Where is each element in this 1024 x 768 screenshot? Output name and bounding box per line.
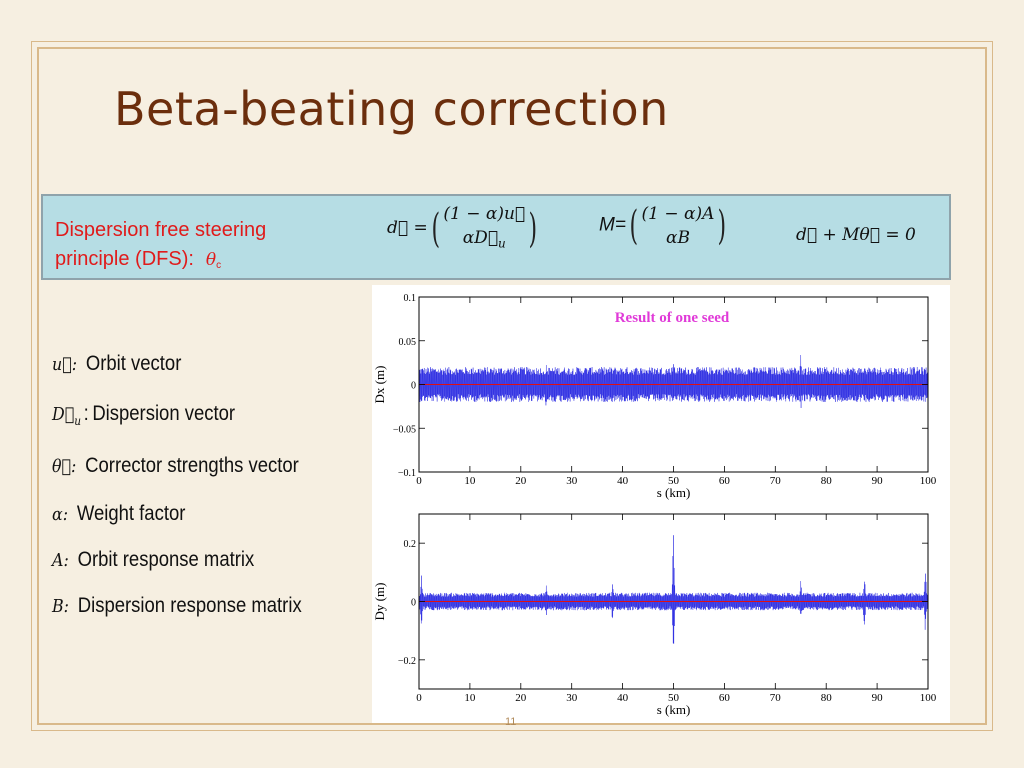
eq-M-lhs: M= <box>599 214 626 236</box>
equation-M: M=((1 − α)A αB) <box>599 202 730 250</box>
dispersion-plots: 0 10 20 30 40 50 60 70 80 90 1000.10.050−0.05−0.1s… <box>372 293 937 717</box>
legend-item-orbit: u⃗: Orbit vector <box>52 352 181 376</box>
eq-d-rparen: ) <box>528 205 538 252</box>
legend-symbol: D⃗ <box>52 404 75 425</box>
slide-frame-outer <box>31 41 993 731</box>
x-tick-label: 90 <box>872 692 884 704</box>
eq-d-bottom-wrap: αD⃗u <box>443 226 525 255</box>
legend-text: Corrector strengths vector <box>85 454 299 477</box>
series-line-0 <box>418 354 929 408</box>
legend-subscript: u <box>74 414 82 429</box>
x-tick-label: 50 <box>668 475 680 487</box>
x-tick-label: 70 <box>770 475 782 487</box>
legend-item-orbit-matrix: A: Orbit response matrix <box>52 548 254 572</box>
legend-item-weight: α: Weight factor <box>52 502 185 526</box>
y-axis-label: Dx (m) <box>372 366 387 404</box>
theta-subscript: c <box>216 260 222 271</box>
x-tick-label: 20 <box>515 475 527 487</box>
eq-M-rparen: ) <box>717 203 727 249</box>
eq-M-top: (1 − α)A <box>641 204 715 224</box>
legend-text: Orbit vector <box>85 352 182 375</box>
x-axis-label: s (km) <box>657 485 691 500</box>
y-tick-label: 0.1 <box>404 293 417 304</box>
legend-symbol: A: <box>52 550 69 571</box>
legend-text: Dispersion response matrix <box>77 594 302 617</box>
y-tick-label: 0 <box>411 598 416 609</box>
x-tick-label: 80 <box>821 692 833 704</box>
eq-M-bottom: αB <box>666 228 690 248</box>
x-tick-label: 0 <box>416 692 422 704</box>
series-line-1 <box>418 535 929 644</box>
legend-text: Weight factor <box>76 502 186 525</box>
x-tick-label: 50 <box>668 692 680 704</box>
dfs-line1: Dispersion free steering <box>55 219 267 241</box>
x-tick-label: 10 <box>464 475 476 487</box>
equation-d: d⃗ =((1 − α)u⃗ αD⃗u) <box>387 202 541 255</box>
theta-symbol: θ <box>205 250 217 270</box>
legend-text: Orbit response matrix <box>77 548 255 571</box>
slide-title: Beta-beating correction <box>114 82 669 136</box>
eq-M-lparen: ( <box>629 203 639 249</box>
legend-item-corrector: θ⃗: Corrector strengths vector <box>52 454 299 478</box>
legend-symbol: u⃗: <box>52 354 78 375</box>
x-tick-label: 30 <box>566 692 578 704</box>
x-tick-label: 20 <box>515 692 527 704</box>
eq-d-top: (1 − α)u⃗ <box>443 204 526 224</box>
x-tick-label: 100 <box>920 475 937 487</box>
eq-d-lhs: d⃗ = <box>387 218 428 239</box>
equation-condition: d⃗ + Mθ⃗ = 0 <box>796 225 916 245</box>
x-tick-label: 60 <box>719 475 731 487</box>
eq-d-lparen: ( <box>431 205 440 252</box>
legend-symbol: α: <box>52 504 69 525</box>
y-tick-label: −0.2 <box>398 656 416 667</box>
eq-d-bottom: αD⃗ <box>462 228 499 248</box>
x-tick-label: 70 <box>770 692 782 704</box>
dfs-line2: principle (DFS): <box>55 248 194 270</box>
x-tick-label: 60 <box>719 692 731 704</box>
x-tick-label: 40 <box>617 475 629 487</box>
y-tick-label: 0.2 <box>404 539 417 550</box>
legend-item-dispersion-matrix: B: Dispersion response matrix <box>52 594 302 618</box>
x-tick-label: 40 <box>617 692 629 704</box>
y-tick-label: 0.05 <box>399 337 417 348</box>
eq-M-matrix: (1 − α)A αB <box>642 202 715 250</box>
legend-item-dispersion: D⃗u: Dispersion vector <box>52 402 235 428</box>
legend-symbol: B: <box>52 596 69 617</box>
y-axis-label: Dy (m) <box>372 583 387 621</box>
x-tick-label: 100 <box>920 692 937 704</box>
x-tick-label: 80 <box>821 475 833 487</box>
x-tick-label: 0 <box>416 475 422 487</box>
chart-annotation: Result of one seed <box>615 310 730 326</box>
slide-frame-inner <box>37 47 987 725</box>
dfs-description: Dispersion free steering principle (DFS)… <box>55 216 266 280</box>
dfs-panel: Dispersion free steering principle (DFS)… <box>41 194 951 280</box>
x-tick-label: 90 <box>872 475 884 487</box>
legend-text: Dispersion vector <box>92 402 236 425</box>
x-tick-label: 30 <box>566 475 578 487</box>
page-number: 11 <box>505 716 517 728</box>
eq-d-bottom-sub: u <box>498 236 506 251</box>
y-tick-label: −0.1 <box>398 468 416 479</box>
y-tick-label: 0 <box>411 381 416 392</box>
x-axis-label: s (km) <box>657 702 691 717</box>
y-tick-label: −0.05 <box>393 424 416 435</box>
x-tick-label: 10 <box>464 692 476 704</box>
plots-panel: 0 10 20 30 40 50 60 70 80 90 100 0.1 0.05 0 −0.05 −0.1 s… <box>372 285 950 723</box>
legend-symbol: θ⃗: <box>52 456 77 477</box>
legend-separator: : <box>83 402 89 425</box>
eq-d-matrix: (1 − α)u⃗ αD⃗u <box>443 202 525 255</box>
dfs-line2-wrap: principle (DFS): θc <box>55 245 266 280</box>
